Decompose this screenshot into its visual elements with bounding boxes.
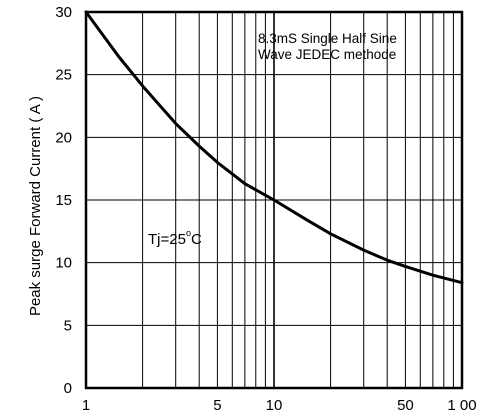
y-tick-label-5: 5 <box>64 317 72 334</box>
x-tick-labels: 1 5 10 50 1 00 <box>82 397 477 414</box>
x-tick-label-1: 1 <box>82 397 90 414</box>
junction-temperature-value: Tj=25 <box>148 231 186 248</box>
series-layer <box>84 10 464 285</box>
plot-frame <box>84 10 464 390</box>
x-tick-label-5: 5 <box>213 397 221 414</box>
y-tick-label-30: 30 <box>55 4 72 21</box>
y-tick-label-0: 0 <box>64 380 72 397</box>
x-tick-label-100: 1 00 <box>447 397 476 414</box>
test-method-note-line2: Wave JEDEC methode <box>258 47 396 62</box>
degree-symbol: o <box>186 228 191 238</box>
x-tick-label-10: 10 <box>266 397 283 414</box>
series-line-0 <box>84 10 464 285</box>
test-method-note-line1: 8.3mS Single Half Sine <box>258 31 397 46</box>
y-axis-label: Peak surge Forward Current ( A ) <box>27 96 44 316</box>
temperature-unit: C <box>191 231 202 248</box>
y-tick-label-25: 25 <box>55 67 72 84</box>
y-tick-label-15: 15 <box>55 192 72 209</box>
junction-temperature-label: Tj=25oC <box>148 228 202 248</box>
y-tick-labels: 0 5 10 15 20 25 30 <box>55 4 72 397</box>
y-tick-label-20: 20 <box>55 129 72 146</box>
x-tick-label-50: 50 <box>397 397 414 414</box>
y-tick-label-10: 10 <box>55 255 72 272</box>
